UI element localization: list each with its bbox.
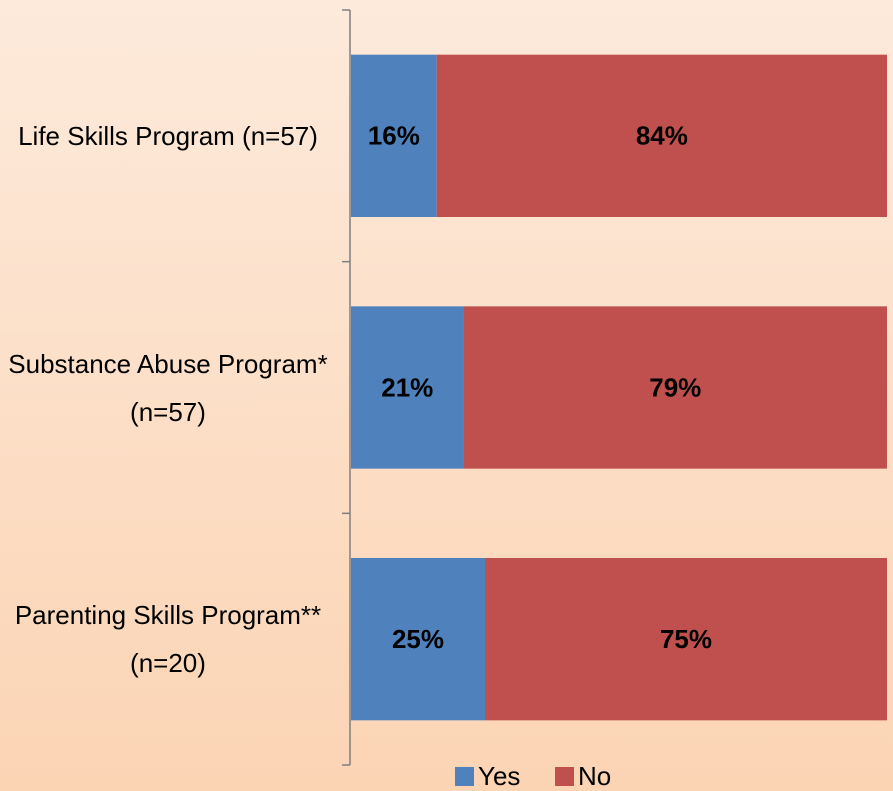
legend-label: No [578,761,611,791]
bar-segment [485,558,887,721]
legend-label: Yes [478,761,520,791]
data-label: 84% [636,121,688,151]
bar-segment [351,306,464,469]
category-label: Life Skills Program (n=57) [18,120,318,151]
data-label: 75% [660,624,712,654]
category-label: Parenting Skills Program** (n=20) [14,600,322,679]
bar-segment [463,306,887,469]
category-label: Substance Abuse Program* (n=57) [8,348,328,427]
data-label: 79% [649,372,701,402]
data-label: 21% [381,372,433,402]
legend-swatch [455,767,474,786]
data-label: 16% [368,121,420,151]
bar-segment [351,558,485,721]
bar-segment [436,54,887,217]
bar-segment [351,54,437,217]
legend-swatch [555,767,574,786]
data-label: 25% [392,624,444,654]
